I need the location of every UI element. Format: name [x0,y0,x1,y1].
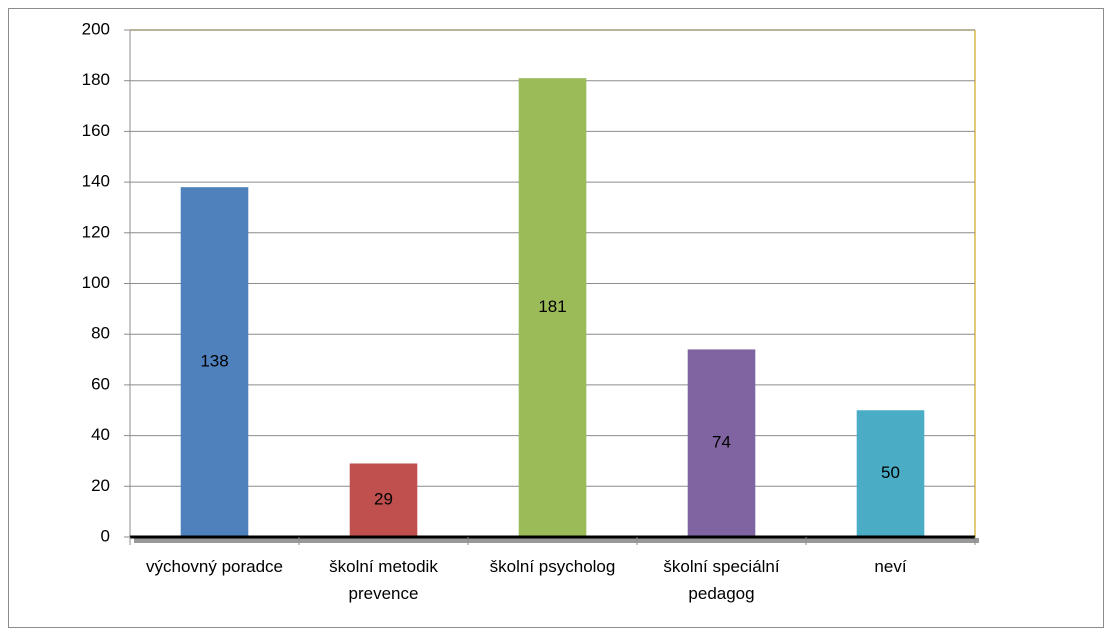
y-tick-label: 120 [82,222,110,241]
bar [687,349,756,537]
chart-frame [8,8,1104,628]
data-label: 50 [881,463,900,482]
y-tick-label: 20 [91,476,110,495]
data-label: 29 [374,490,393,509]
y-tick-label: 40 [91,425,110,444]
x-tick-label: školní psycholog [489,557,616,576]
y-tick-label: 140 [82,172,110,191]
x-axis-shadow [134,538,979,543]
x-tick-label: neví [874,557,907,576]
y-tick-label: 0 [101,526,110,545]
x-tick-label: školní speciální pedagog [663,557,780,603]
x-tick-label: školní metodik prevence [329,557,438,603]
bar [349,463,418,537]
data-label: 181 [538,297,566,316]
y-tick-label: 180 [82,70,110,89]
y-tick-label: 80 [91,324,110,343]
bar [180,187,249,538]
data-label: 138 [200,352,228,371]
x-tick-label: výchovný poradce [145,557,284,576]
data-label: 74 [712,433,731,452]
y-tick-label: 60 [91,374,110,393]
y-tick-label: 160 [82,121,110,140]
bar [856,410,925,537]
y-tick-label: 200 [82,19,110,38]
y-tick-label: 100 [82,273,110,292]
bar [518,78,587,537]
